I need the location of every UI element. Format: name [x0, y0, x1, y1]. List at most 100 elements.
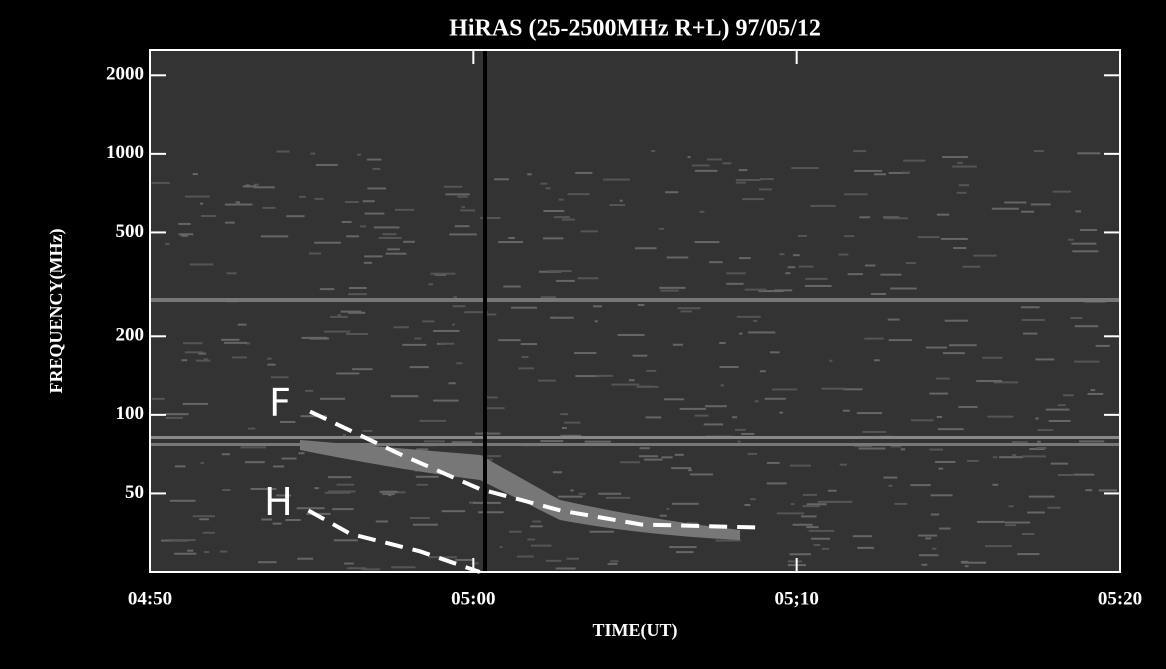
noise-streak [862, 431, 886, 433]
noise-streak [926, 347, 947, 349]
noise-streak [937, 214, 949, 216]
noise-streak [543, 210, 564, 212]
noise-streak [298, 452, 304, 454]
noise-streak [722, 162, 731, 164]
noise-streak [1080, 229, 1097, 231]
noise-streak [395, 209, 414, 211]
noise-streak [957, 162, 963, 164]
noise-streak [949, 344, 977, 346]
noise-streak [803, 505, 820, 507]
noise-streak [945, 320, 968, 322]
noise-streak [574, 352, 596, 354]
noise-streak [196, 360, 211, 362]
noise-streak [719, 342, 725, 344]
noise-streak [943, 352, 965, 354]
noise-streak [1088, 393, 1104, 395]
noise-streak [843, 388, 863, 390]
noise-streak [985, 545, 1012, 547]
noise-streak [1017, 553, 1039, 555]
noise-streak [888, 485, 892, 487]
noise-streak [166, 417, 183, 419]
noise-streak [538, 380, 556, 382]
noise-streak [1077, 152, 1100, 154]
noise-streak [598, 493, 621, 495]
noise-streak [204, 551, 209, 553]
noise-streak [741, 433, 754, 435]
noise-streak [810, 205, 835, 207]
noise-streak [367, 159, 381, 161]
noise-streak [793, 254, 800, 256]
noise-streak [675, 454, 684, 456]
noise-streak [273, 465, 284, 467]
noise-streak [906, 262, 916, 264]
noise-streak [232, 356, 247, 358]
noise-streak [848, 273, 863, 275]
noise-streak [745, 289, 767, 291]
noise-streak [953, 247, 966, 249]
noise-streak [608, 563, 618, 565]
noise-streak [676, 551, 694, 553]
noise-streak [680, 310, 691, 312]
noise-streak [314, 242, 341, 244]
noise-streak [807, 503, 827, 505]
x-axis-label: TIME(UT) [593, 620, 678, 641]
noise-streak [759, 188, 772, 190]
noise-streak [487, 396, 498, 398]
noise-streak [844, 193, 868, 195]
noise-streak [901, 448, 906, 450]
y-tick-label: 50 [125, 482, 144, 503]
series-label: H [264, 480, 293, 524]
noise-streak [254, 186, 275, 188]
noise-streak [976, 380, 1002, 382]
noise-streak [509, 531, 521, 533]
noise-streak [364, 255, 383, 257]
noise-streak [660, 515, 667, 517]
noise-streak [391, 395, 419, 397]
noise-streak [363, 430, 373, 432]
noise-streak [929, 449, 943, 451]
noise-streak [1096, 345, 1110, 347]
noise-streak [1027, 511, 1045, 513]
noise-streak [735, 429, 746, 431]
noise-streak [690, 473, 713, 475]
noise-streak [1037, 429, 1053, 431]
noise-streak [410, 366, 429, 368]
noise-streak [890, 288, 917, 290]
noise-streak [772, 388, 797, 390]
noise-streak [844, 235, 854, 237]
noise-streak [277, 151, 290, 153]
noise-streak [267, 364, 275, 366]
noise-streak [543, 237, 564, 239]
noise-streak [791, 503, 794, 505]
noise-streak [883, 477, 897, 479]
noise-streak [931, 494, 953, 496]
noise-streak [1074, 474, 1095, 476]
noise-streak [936, 378, 950, 380]
noise-streak [309, 252, 321, 254]
noise-streak [522, 356, 529, 358]
noise-streak [204, 358, 208, 360]
noise-streak [558, 496, 583, 498]
noise-streak [152, 182, 170, 184]
noise-streak [707, 158, 722, 160]
noise-streak [739, 333, 742, 335]
noise-streak [973, 255, 996, 257]
noise-streak [1036, 447, 1046, 449]
noise-streak [394, 326, 409, 328]
noise-streak [889, 339, 912, 341]
noise-streak [620, 200, 623, 202]
noise-streak [334, 539, 358, 541]
noise-streak [328, 476, 351, 478]
noise-streak [379, 237, 402, 239]
noise-streak [248, 428, 255, 430]
noise-streak [562, 427, 567, 429]
noise-streak [410, 517, 430, 519]
noise-streak [527, 173, 532, 175]
noise-streak [224, 342, 247, 344]
noise-streak [911, 419, 934, 421]
noise-streak [442, 510, 465, 512]
noise-streak [267, 358, 272, 360]
noise-streak [865, 265, 875, 267]
noise-streak [806, 526, 818, 528]
noise-streak [337, 484, 355, 486]
